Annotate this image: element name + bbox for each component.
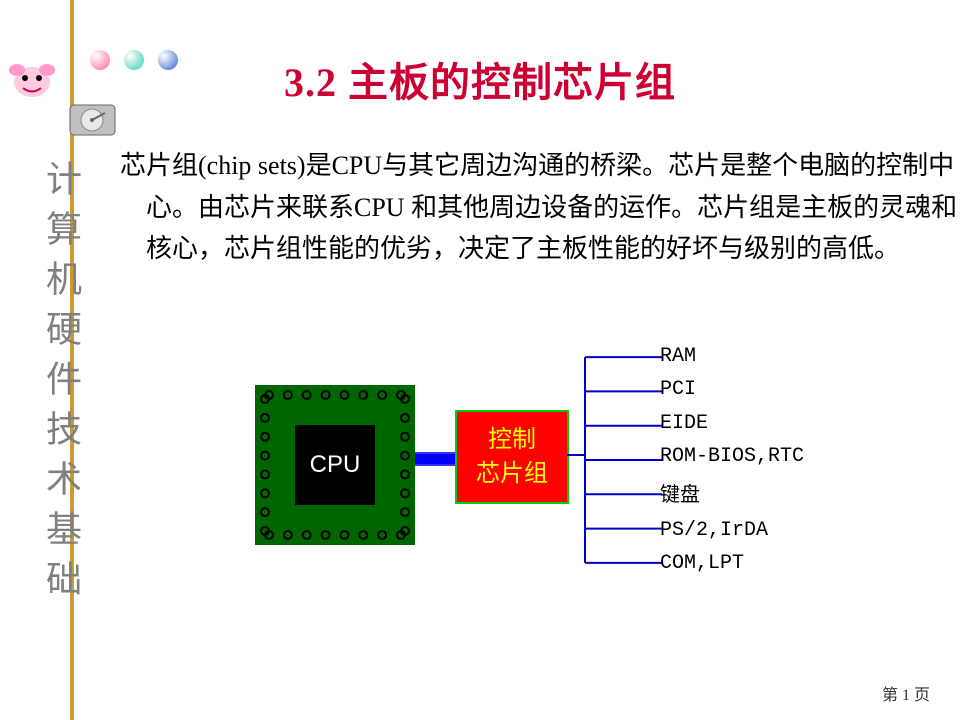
chipset-label-line2: 芯片组 <box>476 457 548 491</box>
cpu-chipset-bus <box>415 452 455 466</box>
output-label: COM,LPT <box>660 552 804 575</box>
page-number: 第 1 页 <box>882 681 930 705</box>
cpu-die: CPU <box>295 425 375 505</box>
output-label: 键盘 <box>660 478 804 508</box>
cpu-package: CPU <box>255 385 415 545</box>
chipset-box: 控制 芯片组 <box>455 410 569 504</box>
output-label: ROM-BIOS,RTC <box>660 445 804 468</box>
vertical-side-label: 计算机硬件技术基础 <box>35 160 87 610</box>
body-paragraph: 芯片组(chip sets)是CPU与其它周边沟通的桥梁。芯片是整个电脑的控制中… <box>120 145 960 270</box>
output-label: EIDE <box>660 412 804 435</box>
cpu-label: CPU <box>310 451 361 479</box>
output-label: PCI <box>660 378 804 401</box>
chipset-diagram: CPU 控制 芯片组 RAM PCI EIDE ROM-BIOS,RTC 键盘 PS/2,… <box>240 340 880 600</box>
output-lines <box>567 340 662 580</box>
output-label: PS/2,IrDA <box>660 519 804 542</box>
output-label: RAM <box>660 345 804 368</box>
slide-title: 3.2 主板的控制芯片组 <box>0 50 960 108</box>
chipset-label-line1: 控制 <box>488 423 536 457</box>
output-labels: RAM PCI EIDE ROM-BIOS,RTC 键盘 PS/2,IrDA COM,LPT <box>660 340 804 580</box>
